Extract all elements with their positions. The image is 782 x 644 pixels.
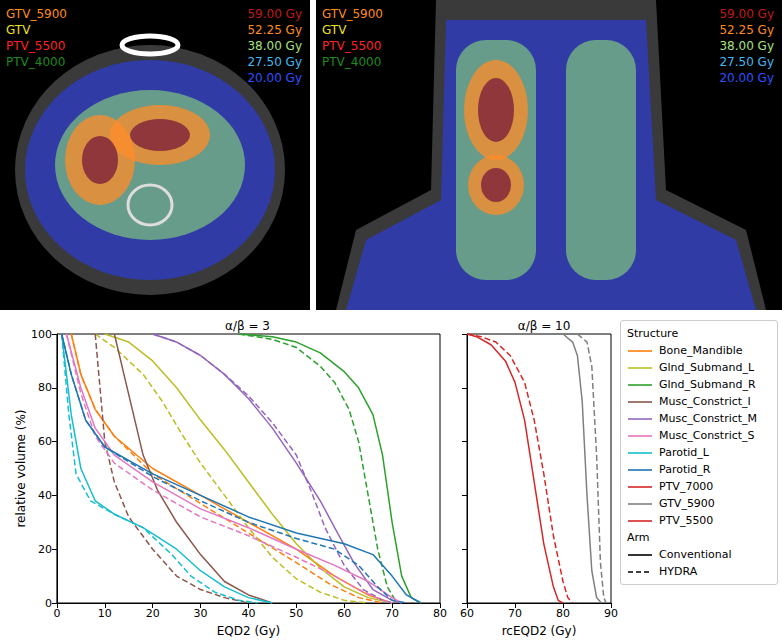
svg-text:80: 80: [433, 607, 447, 620]
html-text:20.00 Gy: 20.00 Gy: [719, 71, 774, 85]
html-text:Parotid_L: Parotid_L: [659, 446, 709, 459]
svg-text:60: 60: [460, 607, 474, 620]
svg-text:10: 10: [98, 607, 112, 620]
html-text:Glnd_Submand_L: Glnd_Submand_L: [659, 361, 754, 374]
svg-text:80: 80: [38, 381, 52, 394]
svg-text:0: 0: [53, 607, 60, 620]
html-text:59.00 Gy: 59.00 Gy: [719, 7, 774, 21]
svg-text:40: 40: [241, 607, 255, 620]
svg-text:70: 70: [508, 607, 522, 620]
svg-text:α/β = 10: α/β = 10: [518, 319, 571, 333]
html-text:GTV_5900: GTV_5900: [659, 497, 715, 510]
html-text:Musc_Constrict_M: Musc_Constrict_M: [659, 412, 758, 425]
svg-text:100: 100: [31, 328, 52, 341]
html-text:Glnd_Submand_R: Glnd_Submand_R: [659, 378, 756, 391]
html-text:52.25 Gy: 52.25 Gy: [247, 23, 302, 37]
html-text:GTV: GTV: [6, 23, 31, 37]
html-text:HYDRA: HYDRA: [659, 565, 698, 578]
svg-text:60: 60: [38, 435, 52, 448]
svg-text:rcEQD2 (Gy): rcEQD2 (Gy): [502, 624, 577, 638]
html-text:Musc_Constrict_I: Musc_Constrict_I: [659, 395, 751, 408]
svg-text:20: 20: [146, 607, 160, 620]
html-text:52.25 Gy: 52.25 Gy: [719, 23, 774, 37]
svg-text:20: 20: [38, 543, 52, 556]
html-text:Arm: Arm: [627, 531, 650, 544]
svg-text:30: 30: [194, 607, 208, 620]
html-text:Parotid_R: Parotid_R: [659, 463, 711, 476]
svg-text:0: 0: [45, 597, 52, 610]
html-text:GTV_5900: GTV_5900: [322, 7, 383, 21]
svg-text:50: 50: [289, 607, 303, 620]
html-text:PTV_5500: PTV_5500: [322, 39, 382, 53]
svg-text:EQD2 (Gy): EQD2 (Gy): [217, 624, 280, 638]
html-text:GTV: GTV: [322, 23, 347, 37]
html-text:20.00 Gy: 20.00 Gy: [247, 71, 302, 85]
html-text:PTV_4000: PTV_4000: [322, 55, 382, 69]
html-text:PTV_4000: PTV_4000: [6, 55, 66, 69]
html-text:27.50 Gy: 27.50 Gy: [719, 55, 774, 69]
svg-text:α/β = 3: α/β = 3: [225, 319, 270, 333]
html-text:PTV_7000: PTV_7000: [659, 480, 714, 493]
svg-text:80: 80: [556, 607, 570, 620]
html-text:GTV_5900: GTV_5900: [6, 7, 67, 21]
svg-text:70: 70: [385, 607, 399, 620]
html-text:27.50 Gy: 27.50 Gy: [247, 55, 302, 69]
html-text:PTV_5500: PTV_5500: [6, 39, 66, 53]
svg-text:90: 90: [604, 607, 618, 620]
html-text:38.00 Gy: 38.00 Gy: [247, 39, 302, 53]
html-text:38.00 Gy: 38.00 Gy: [719, 39, 774, 53]
html-text:PTV_5500: PTV_5500: [659, 514, 714, 527]
html-text:Structure: Structure: [627, 327, 679, 340]
svg-text:60: 60: [337, 607, 351, 620]
html-text:Musc_Constrict_S: Musc_Constrict_S: [659, 429, 755, 442]
html-text:Bone_Mandible: Bone_Mandible: [659, 344, 743, 357]
html-text:Conventional: Conventional: [659, 548, 732, 561]
html-text:59.00 Gy: 59.00 Gy: [247, 7, 302, 21]
svg-text:relative volume (%): relative volume (%): [14, 409, 28, 527]
svg-text:40: 40: [38, 489, 52, 502]
